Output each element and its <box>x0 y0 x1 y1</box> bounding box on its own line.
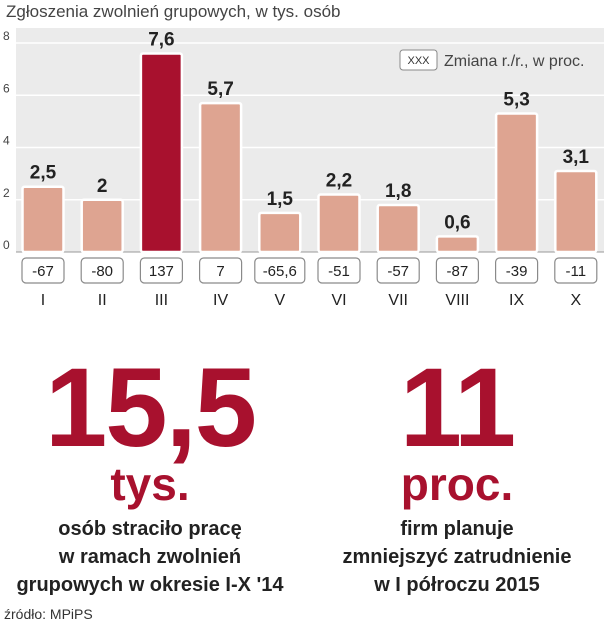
bar <box>494 112 539 254</box>
legend-box <box>399 49 438 71</box>
bar-value-label: 3,1 <box>563 147 590 168</box>
bar-value-label: 0,6 <box>444 212 470 233</box>
bar-value-label: 7,6 <box>148 29 174 50</box>
yoy-change-label: -39 <box>506 263 528 280</box>
source-note: źródło: MPiPS <box>4 606 93 622</box>
x-tick-label: VIII <box>445 292 469 309</box>
y-tick-label: 2 <box>3 186 10 200</box>
x-tick-label: II <box>98 292 107 309</box>
yoy-change-label: -65,6 <box>263 263 297 280</box>
y-tick-label: 4 <box>3 134 10 148</box>
legend-text: Zmiana r./r., w proc. <box>444 53 584 70</box>
chart-title: Zgłoszenia zwolnień grupowych, w tys. os… <box>6 2 341 21</box>
yoy-change-box <box>199 257 243 284</box>
yoy-change-box <box>376 257 420 284</box>
stat-left-desc-line: grupowych w okresie I-X '14 <box>16 574 284 596</box>
bar-value-label: 5,7 <box>207 79 233 100</box>
yoy-change-label: 137 <box>149 263 174 280</box>
bar <box>435 235 480 254</box>
yoy-change-box <box>80 257 124 284</box>
x-tick-label: VII <box>388 292 408 309</box>
stat-right-number: 11 <box>399 345 516 470</box>
yoy-change-label: 7 <box>216 263 224 280</box>
bar <box>21 185 65 254</box>
x-tick-label: III <box>155 292 168 309</box>
x-tick-label: IV <box>213 292 228 309</box>
bar <box>554 169 598 254</box>
yoy-change-box <box>317 257 361 284</box>
yoy-change-label: -67 <box>32 263 54 280</box>
y-tick-label: 0 <box>3 238 10 252</box>
yoy-change-box <box>21 257 65 284</box>
stat-right-description: firm planuje zmniejszyć zatrudnienie w I… <box>307 515 607 599</box>
stat-right-desc-line: w I półroczu 2015 <box>374 574 540 596</box>
yoy-change-box <box>435 257 479 284</box>
legend-box-text: XXX <box>407 55 430 67</box>
yoy-change-label: -57 <box>387 263 409 280</box>
yoy-change-box <box>254 257 306 284</box>
bar-value-label: 5,3 <box>503 90 529 111</box>
stat-left-unit: tys. <box>110 458 190 510</box>
bar <box>198 101 243 254</box>
y-tick-label: 8 <box>3 29 10 43</box>
stat-right-desc-line: zmniejszyć zatrudnienie <box>342 546 572 568</box>
bar <box>317 193 361 254</box>
stat-left-desc-line: osób straciło pracę <box>58 518 242 540</box>
bar-value-label: 2,2 <box>326 171 352 192</box>
yoy-change-box <box>495 257 539 284</box>
bar <box>139 52 184 254</box>
stat-left-description: osób straciło pracę w ramach zwolnień gr… <box>0 515 300 599</box>
bar <box>80 198 124 254</box>
x-tick-label: IX <box>509 292 524 309</box>
yoy-change-box <box>139 257 183 284</box>
yoy-change-label: -80 <box>91 263 113 280</box>
x-tick-label: VI <box>331 292 346 309</box>
yoy-change-label: -11 <box>566 263 587 280</box>
yoy-change-label: -51 <box>328 263 350 280</box>
yoy-change-box <box>554 257 598 284</box>
stat-right-unit: proc. <box>400 458 514 510</box>
bar <box>376 203 420 254</box>
x-tick-label: I <box>41 292 45 309</box>
bar-chart: 0 2 4 6 8 2,5 -67 I 2 -80 II 7,6 137 III 5,7 7 IV 1,5 -65,… <box>3 28 604 309</box>
x-tick-label: V <box>274 292 285 309</box>
stat-right-desc-line: firm planuje <box>400 518 514 540</box>
bar-value-label: 2 <box>97 176 108 197</box>
stat-left-desc-line: w ramach zwolnień <box>58 546 242 568</box>
y-tick-label: 6 <box>3 81 10 95</box>
bar-value-label: 1,8 <box>385 181 411 202</box>
bar-value-label: 2,5 <box>30 163 57 184</box>
bar <box>258 211 302 254</box>
stat-left-number: 15,5 <box>45 345 257 470</box>
x-tick-label: X <box>570 292 581 309</box>
yoy-change-label: -87 <box>447 263 469 280</box>
bar-value-label: 1,5 <box>267 189 294 210</box>
